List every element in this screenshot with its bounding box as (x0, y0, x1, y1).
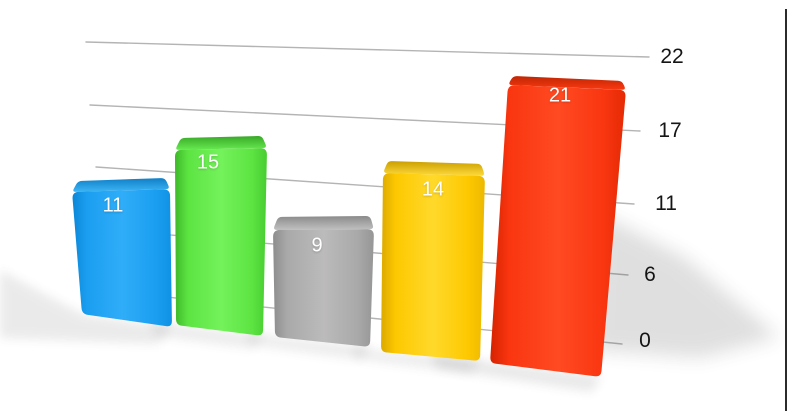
bar-top-face (384, 161, 485, 176)
gridline-22 (85, 41, 650, 58)
bar-blue[interactable] (72, 178, 172, 327)
bar-shadow (430, 351, 601, 392)
bar-value-label-yellow: 14 (421, 178, 445, 201)
bar-front-face (273, 229, 374, 347)
bar-top-face (509, 76, 625, 90)
bar-yellow[interactable] (381, 161, 485, 361)
y-axis-tick-11: 11 (655, 192, 677, 215)
bar-front-face (381, 173, 485, 361)
bar-shadow (246, 331, 370, 360)
bar-shadow (148, 319, 263, 349)
bar-red[interactable] (490, 76, 626, 377)
bar-value-label-red: 21 (548, 84, 572, 107)
y-axis-tick-6: 6 (644, 263, 656, 286)
bar-value-label-green: 15 (196, 151, 220, 174)
image-right-border (785, 9, 787, 411)
bar-front-face (490, 85, 626, 377)
bar-value-label-blue: 11 (102, 194, 124, 217)
bar-gray[interactable] (273, 216, 374, 347)
bar-shadow (592, 212, 779, 358)
bar-shadow (0, 270, 172, 344)
y-axis-tick-0: 0 (639, 329, 651, 352)
bar-top-face (176, 135, 266, 150)
y-axis-tick-22: 22 (660, 45, 684, 68)
bar-green[interactable] (175, 135, 267, 336)
bar-top-face (73, 178, 169, 192)
bar-top-face (274, 216, 374, 230)
floor-shadows (0, 212, 779, 392)
bar-value-label-gray: 9 (311, 234, 323, 257)
bar-front-face (72, 189, 172, 327)
y-axis-tick-17: 17 (658, 119, 682, 142)
bar-front-face (175, 148, 267, 336)
